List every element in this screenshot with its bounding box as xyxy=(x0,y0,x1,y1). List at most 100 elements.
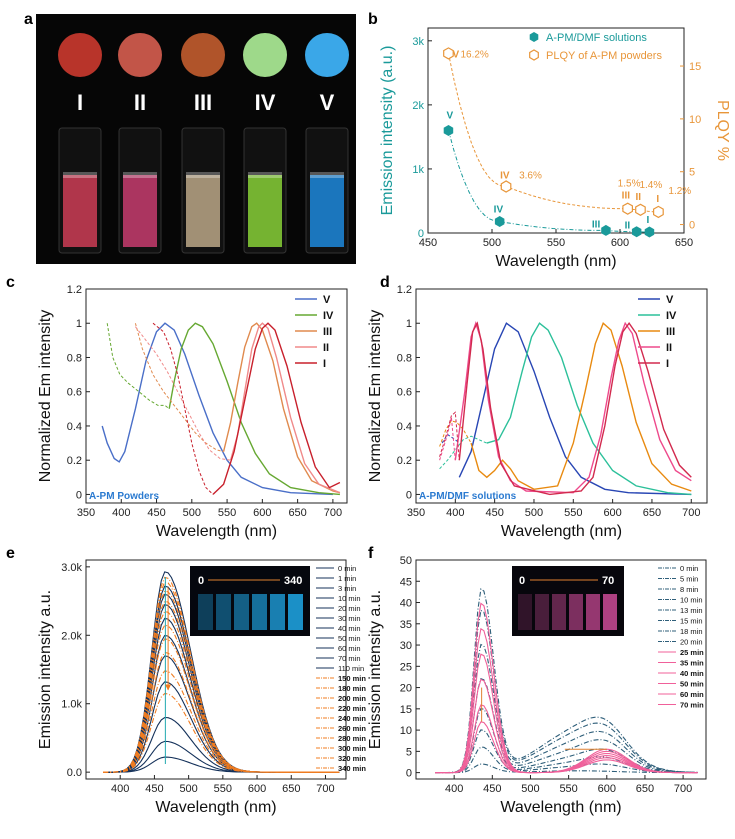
powder-sample-II xyxy=(118,33,162,77)
panel-e-spectrum-19 xyxy=(103,670,340,773)
sample-label-II: II xyxy=(134,90,146,115)
panel-f-inset-cuvette-4 xyxy=(586,594,600,630)
panel-label-d: d xyxy=(380,274,390,291)
panel-c-emission-IV xyxy=(168,322,340,496)
panel-c-x-axis-title: Wavelength (nm) xyxy=(156,523,277,540)
panel-b-plqy-value-I: 1.2% xyxy=(668,186,691,197)
panel-d-xtick-label: 500 xyxy=(525,507,543,519)
panel-e-legend-text-14: 220 min xyxy=(338,704,366,713)
panel-e-xtick-label: 400 xyxy=(111,783,129,795)
panel-f-legend-text-2: 8 min xyxy=(680,585,698,594)
panel-f-legend-text-4: 13 min xyxy=(680,606,703,615)
panel-b-solution-point-IV xyxy=(494,216,505,227)
panel-f-legend-text-13: 70 min xyxy=(680,701,704,710)
panel-f-ytick-label: 15 xyxy=(400,704,412,716)
panel-d-emission-II xyxy=(454,320,692,494)
panel-b-ytick-label: 2k xyxy=(412,100,424,112)
panel-b-y-axis-title: Emission intensity (a.u.) xyxy=(379,46,396,216)
panel-b-plqy-label-III: III xyxy=(622,191,631,202)
panel-label-e: e xyxy=(6,545,15,562)
panel-b-solution-point-II xyxy=(631,226,642,238)
panel-b-plqy-value-IV: 3.6% xyxy=(519,171,542,182)
panel-d-legend-text-IV: IV xyxy=(666,310,677,322)
panel-f-ytick-label: 30 xyxy=(400,640,412,652)
panel-f-legend-text-8: 25 min xyxy=(680,648,704,657)
panel-f-legend-text-11: 50 min xyxy=(680,680,704,689)
panel-label-f: f xyxy=(368,545,374,562)
panel-c-emission-V xyxy=(101,322,333,496)
panel-d-x-axis-title: Wavelength (nm) xyxy=(501,523,622,540)
panel-d-ytick-label: 0.8 xyxy=(397,352,412,364)
panel-label-a: a xyxy=(24,11,33,28)
panel-f-ytick-label: 35 xyxy=(400,619,412,631)
panel-e-xtick-label: 450 xyxy=(145,783,163,795)
panel-f-legend-text-10: 40 min xyxy=(680,669,704,678)
cuvette-meniscus-I xyxy=(63,172,97,178)
panel-a-photo: I II III IV V xyxy=(36,14,356,264)
panel-e-legend-text-7: 50 min xyxy=(338,634,361,643)
panel-f-chart: 400 450 500 550 600 650 7000510152025303540455… xyxy=(367,555,707,816)
panel-b-x-axis-title: Wavelength (nm) xyxy=(495,253,616,270)
panel-f-inset-cuvette-0 xyxy=(518,594,532,630)
panel-f-inset-cuvette-3 xyxy=(569,594,583,630)
panel-e-spectrum-16 xyxy=(103,624,340,773)
panel-f-inset-end: 70 xyxy=(602,575,614,587)
panel-b-legend-plqy-text: PLQY of A-PM powders xyxy=(546,50,662,62)
powder-sample-III xyxy=(181,33,225,77)
panel-e-legend-text-12: 180 min xyxy=(338,684,366,693)
panel-c-xtick-label: 650 xyxy=(288,507,306,519)
panel-b-plqy-point-III xyxy=(622,202,634,215)
panel-e-xtick-label: 550 xyxy=(214,783,232,795)
panel-d-xtick-label: 550 xyxy=(564,507,582,519)
panel-e-ytick-label: 1.0k xyxy=(61,699,82,711)
panel-c-excitation-IV xyxy=(106,323,170,410)
panel-e-legend-text-9: 70 min xyxy=(338,654,361,663)
panel-label-b: b xyxy=(368,11,378,28)
panel-e-legend-text-3: 10 min xyxy=(338,594,361,603)
panel-d-legend-text-II: II xyxy=(666,342,672,354)
panel-f-xtick-label: 550 xyxy=(559,783,577,795)
panel-d-chart: 350 400 450 500 550 600 650 700 0 0.2 0.4 0.6 0.8 1 1.… xyxy=(367,284,708,540)
panel-e-legend-text-17: 280 min xyxy=(338,734,366,743)
panel-d-ytick-label: 0 xyxy=(406,489,412,501)
panel-f-spectrum-7 xyxy=(435,588,698,774)
panel-e-decay-arrow-head xyxy=(165,684,172,691)
panel-f-xtick-label: 700 xyxy=(674,783,692,795)
panel-d-plot-frame xyxy=(415,288,708,504)
panel-e-xtick-label: 600 xyxy=(248,783,266,795)
panel-d-emission-V xyxy=(458,322,692,496)
panel-f-y-axis-title: Emission intensity a.u. xyxy=(367,590,384,749)
panel-f-legend-text-12: 60 min xyxy=(680,690,704,699)
cuvette-solution-V xyxy=(310,175,344,247)
panel-c-xtick-label: 450 xyxy=(147,507,165,519)
panel-b-y2-axis-title: PLQY % xyxy=(714,100,731,161)
panel-f-inset-cuvette-5 xyxy=(603,594,617,630)
panel-b-solution-point-III xyxy=(601,224,611,236)
panel-e-legend-text-11: 150 min xyxy=(338,674,366,683)
panel-c-legend-text-I: I xyxy=(323,358,326,370)
panel-e-inset-end: 340 xyxy=(284,575,302,587)
panel-f-spectrum-3 xyxy=(435,707,698,774)
panel-e-legend-text-2: 3 min xyxy=(338,584,356,593)
panel-e-legend-text-10: 110 min xyxy=(338,664,364,673)
panel-c-ytick-label: 0.6 xyxy=(67,387,82,399)
panel-d-legend-text-V: V xyxy=(666,294,674,306)
panel-f-ytick-label: 45 xyxy=(400,576,412,588)
panel-b-solution-label-II: II xyxy=(625,221,631,232)
panel-b-legend-plqy-marker xyxy=(529,49,539,61)
panel-e-plot-frame xyxy=(85,559,347,780)
panel-c-ytick-label: 0.8 xyxy=(67,352,82,364)
panel-b-legend-solution-text: A-PM/DMF solutions xyxy=(546,32,647,44)
panel-d-xtick-label: 650 xyxy=(643,507,661,519)
powder-sample-I xyxy=(58,33,102,77)
sample-label-IV: IV xyxy=(255,90,276,115)
panel-f-legend-text-1: 5 min xyxy=(680,575,698,584)
panel-e-inset-cuvette-1 xyxy=(216,594,231,630)
panel-e-legend-text-1: 1 min xyxy=(338,574,356,583)
panel-b-solution-label-IV: IV xyxy=(494,204,504,215)
panel-b-xtick-label: 650 xyxy=(675,237,693,249)
panel-e-legend-text-18: 300 min xyxy=(338,744,366,753)
panel-f-inset-start: 0 xyxy=(519,575,525,587)
panel-b-ytick-label: 3k xyxy=(412,36,424,48)
